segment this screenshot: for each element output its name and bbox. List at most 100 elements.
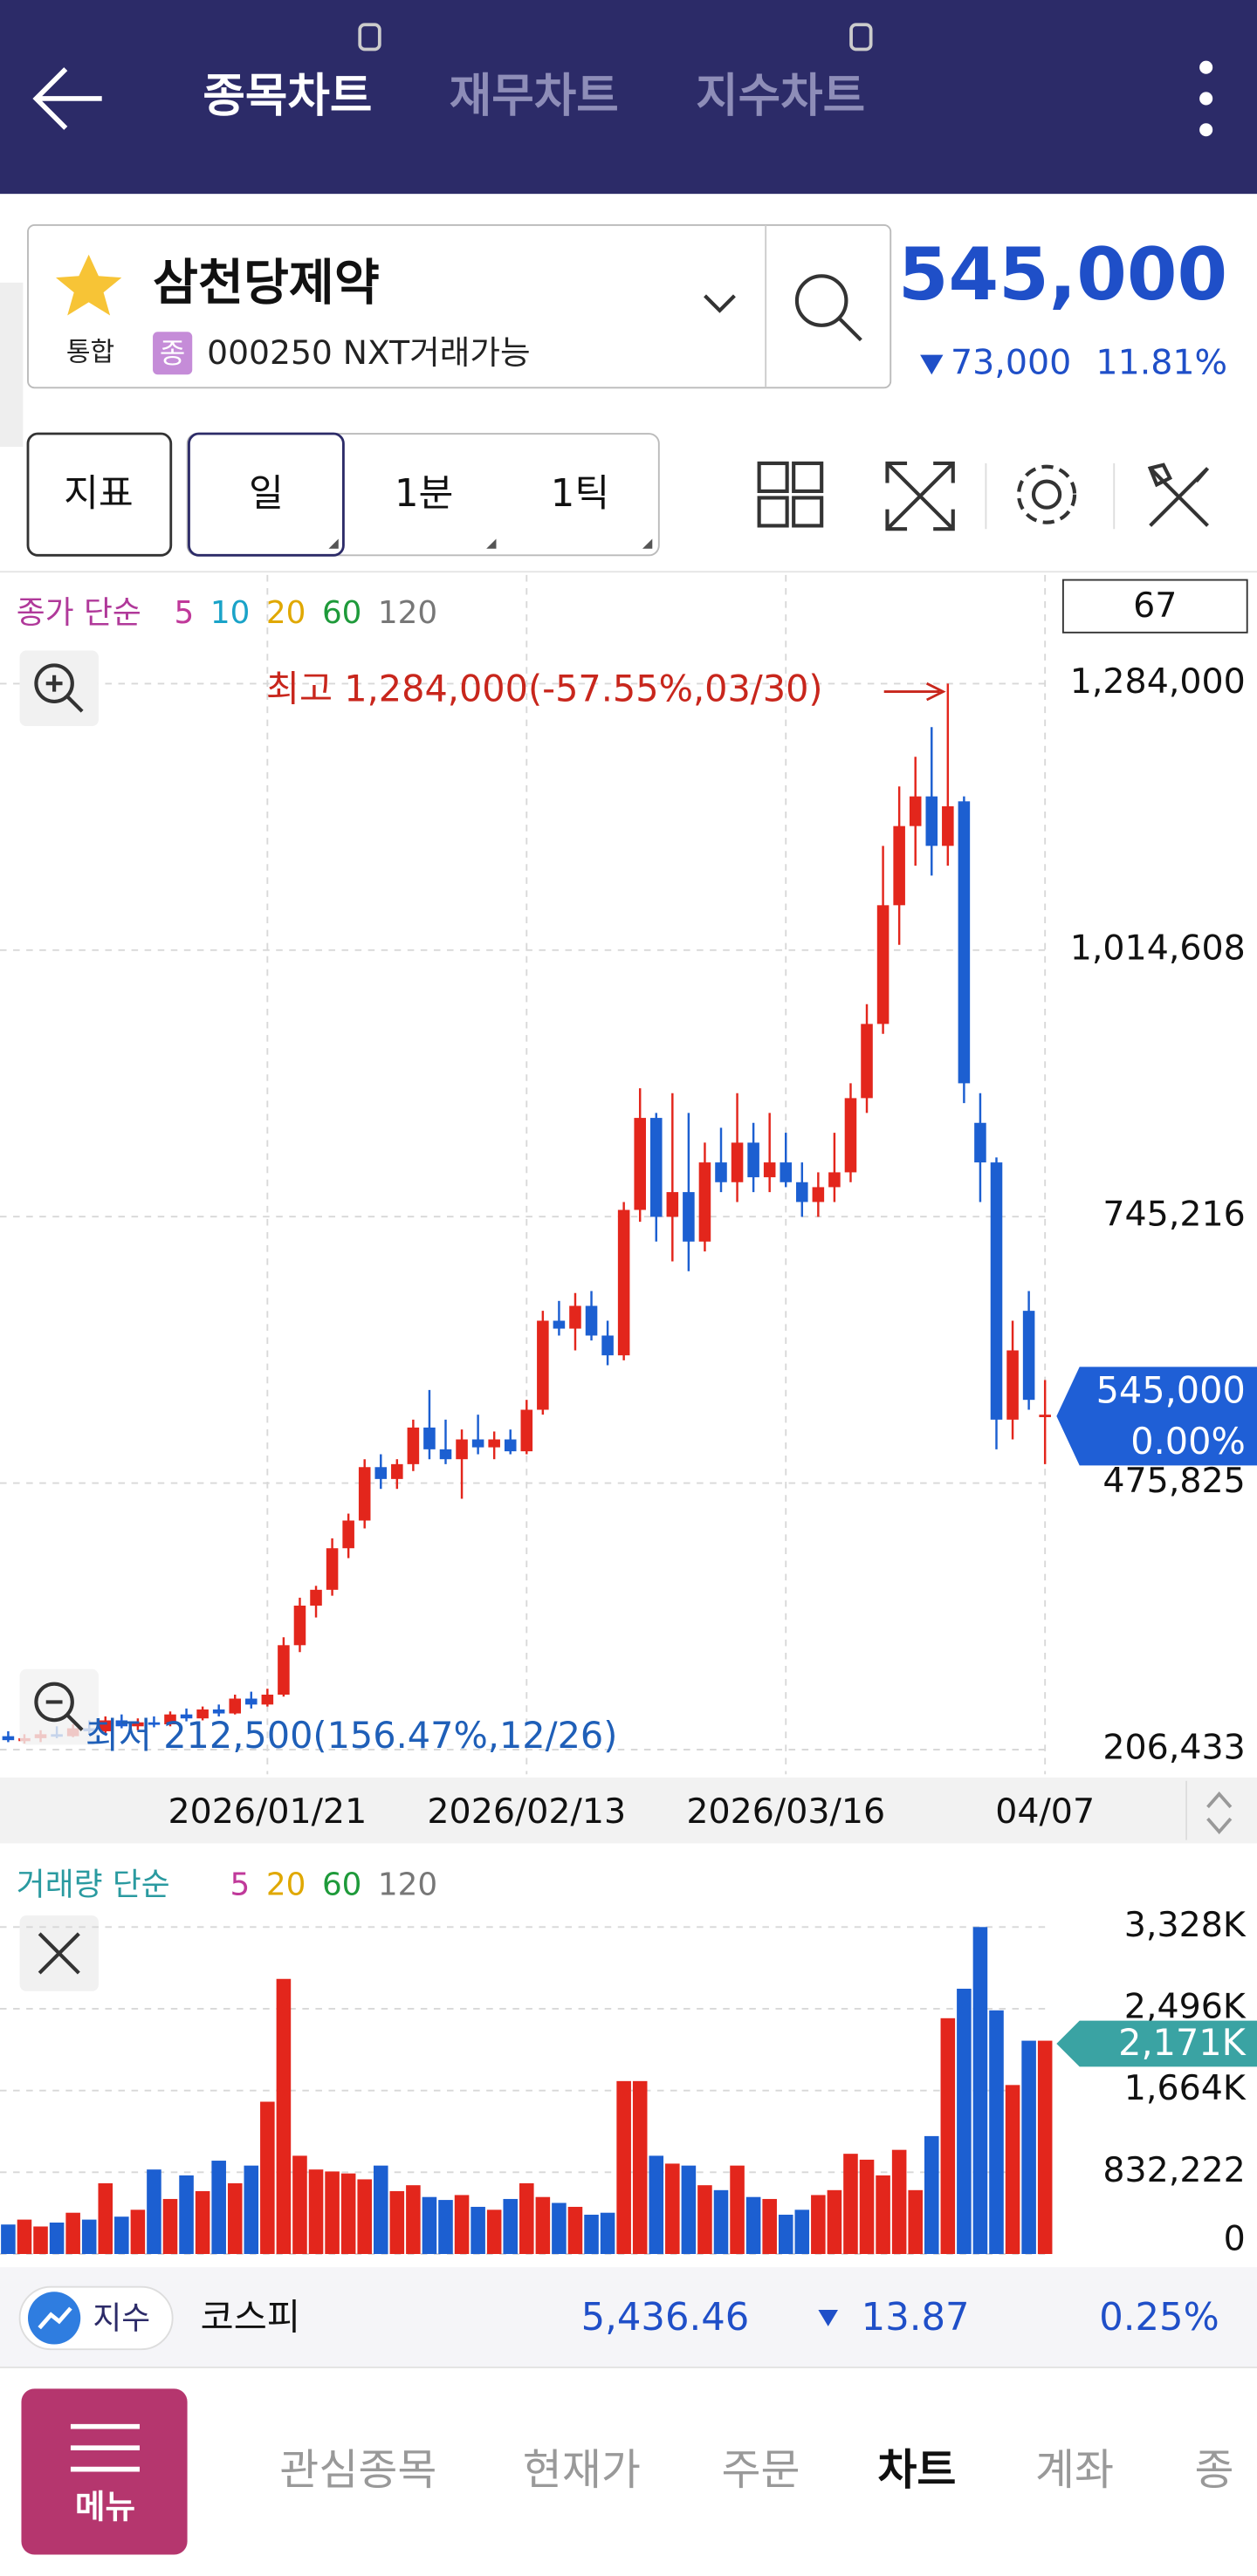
- period-selected[interactable]: [188, 432, 345, 557]
- date-axis: 2026/01/21 2026/02/13 2026/03/16 04/07: [168, 1792, 1095, 1832]
- zoom-in[interactable]: [19, 650, 99, 727]
- candle-body: [1022, 1311, 1035, 1401]
- candle-body: [861, 1024, 873, 1099]
- volume-bar: [713, 2189, 729, 2254]
- volume-bar: [665, 2163, 680, 2254]
- volume-bar: [552, 2203, 567, 2254]
- candle-body: [456, 1439, 468, 1460]
- candle-body: [1006, 1350, 1019, 1420]
- volume-bar: [989, 2010, 1004, 2254]
- search-button[interactable]: [794, 274, 862, 342]
- stock-code: 000250 NXT거래가능: [207, 333, 530, 372]
- tools-icon[interactable]: [1147, 462, 1210, 527]
- candle-body: [747, 1142, 759, 1178]
- indicator-button[interactable]: [26, 432, 173, 557]
- candle-body: [99, 1720, 112, 1731]
- index-bar: [0, 2267, 1257, 2367]
- volume-bar: [778, 2214, 793, 2254]
- legend-period: 120: [378, 595, 437, 631]
- legend-period: 20: [266, 1867, 306, 1902]
- candle-body: [553, 1320, 566, 1329]
- candle-body: [471, 1439, 484, 1448]
- zoom-out[interactable]: [19, 1668, 99, 1745]
- tab-active[interactable]: 종목차트: [203, 70, 372, 123]
- flag-volume: 2,171K: [1118, 2022, 1247, 2064]
- tab[interactable]: 재무차트: [450, 70, 619, 123]
- vol-legend: 5 20 60 120: [230, 1867, 438, 1902]
- period-day[interactable]: 일: [249, 472, 284, 516]
- legend-period: 60: [322, 595, 361, 631]
- nav-item[interactable]: 계좌: [1035, 2445, 1114, 2495]
- candle-body: [698, 1162, 711, 1242]
- x-tick-label: 2026/01/21: [168, 1792, 367, 1832]
- menu-icon: [70, 2423, 140, 2472]
- volume-bar: [276, 1978, 292, 2254]
- nav-item[interactable]: 주문: [722, 2445, 800, 2495]
- volume-bar: [33, 2226, 48, 2254]
- ma-legend: 5 10 20 60 120: [175, 595, 438, 631]
- more-menu[interactable]: [1199, 60, 1213, 137]
- volume-bar: [811, 2195, 826, 2254]
- stock-box[interactable]: [27, 223, 892, 389]
- candle-body: [909, 796, 922, 826]
- volume-bar: [211, 2161, 226, 2254]
- volume-bar: [454, 2195, 470, 2254]
- index-value: 5,436.46: [581, 2296, 750, 2340]
- candle-body: [278, 1645, 290, 1696]
- date-axis-bar: [0, 1778, 1257, 1844]
- candle-body: [310, 1589, 322, 1606]
- candle-body: [1039, 1415, 1051, 1418]
- volume-bar: [1037, 2040, 1053, 2254]
- candle-body: [731, 1142, 744, 1182]
- price-flag: [1056, 1367, 1257, 1466]
- tab[interactable]: 지수차트: [696, 70, 865, 123]
- candle-body: [828, 1172, 841, 1188]
- volume-bar: [389, 2190, 405, 2254]
- volume-bar: [49, 2222, 65, 2254]
- volume-bar: [697, 2185, 712, 2254]
- y-tick-label: 1,284,000: [1070, 661, 1246, 702]
- nav-item[interactable]: 현재가: [523, 2445, 641, 2495]
- volume-bar: [486, 2209, 502, 2254]
- indicator-label: 지표: [64, 472, 134, 516]
- settings-icon[interactable]: [1016, 464, 1077, 524]
- volume-flag: [1056, 2020, 1257, 2067]
- period-minute[interactable]: 1분: [395, 472, 453, 516]
- candle-body: [374, 1467, 388, 1479]
- close-volume[interactable]: [19, 1915, 99, 1991]
- volume-bar: [891, 2149, 907, 2254]
- flag-rate: 0.00%: [1130, 1421, 1246, 1463]
- candle-body: [585, 1305, 598, 1336]
- back-button[interactable]: [32, 67, 102, 130]
- dropdown[interactable]: [704, 294, 736, 313]
- market-badge-bg: [153, 332, 193, 375]
- candle-body: [569, 1305, 581, 1329]
- nav-item-active[interactable]: 차트: [877, 2445, 956, 2495]
- layout-icon[interactable]: [757, 461, 824, 528]
- axis-scroll[interactable]: [1206, 1791, 1233, 1835]
- nav-item[interactable]: 관심종목: [279, 2445, 436, 2495]
- index-name: 코스피: [201, 2296, 300, 2338]
- candle-body: [958, 801, 971, 1084]
- favorite-star[interactable]: [56, 254, 122, 316]
- candle-body: [504, 1439, 517, 1452]
- candle-body: [261, 1695, 274, 1705]
- count: 67: [1133, 586, 1177, 626]
- side-handle: [0, 282, 24, 448]
- x-tick-label: 2026/02/13: [427, 1792, 626, 1832]
- fullscreen-icon[interactable]: [885, 461, 955, 531]
- volume-bar: [130, 2209, 146, 2254]
- nav-item[interactable]: 종: [1194, 2445, 1233, 2495]
- volume-bar: [471, 2206, 485, 2254]
- candle-body: [407, 1427, 420, 1464]
- candle-body: [925, 796, 938, 846]
- candle-body: [812, 1187, 825, 1202]
- volume-bar: [957, 1989, 972, 2254]
- period-tick[interactable]: 1틱: [551, 472, 609, 516]
- stock-name: 삼천당제약: [153, 255, 380, 312]
- volume-bar: [195, 2190, 210, 2254]
- volume-bar: [972, 1927, 988, 2254]
- y-tick-label: 475,825: [1102, 1461, 1245, 1501]
- volume-bar: [730, 2165, 745, 2254]
- candle-body: [2, 1736, 15, 1741]
